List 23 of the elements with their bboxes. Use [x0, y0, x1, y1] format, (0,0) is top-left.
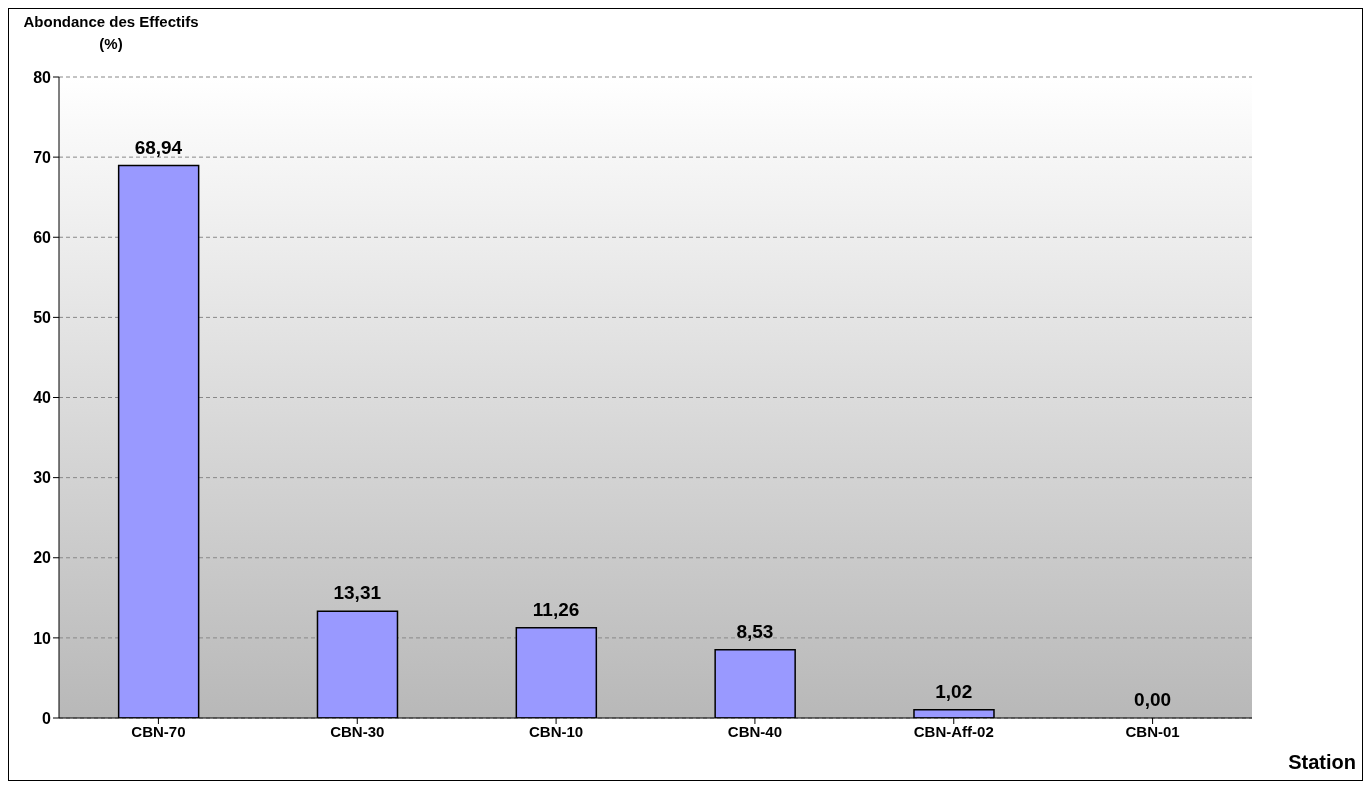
- data-label: 13,31: [333, 582, 382, 604]
- y-tick-label: 0: [42, 709, 52, 727]
- y-tick-label: 50: [33, 309, 52, 327]
- data-label: 8,53: [736, 620, 774, 642]
- x-axis-title: Station: [1288, 751, 1356, 774]
- y-tick-label: 30: [33, 469, 52, 487]
- x-tick-label: CBN-40: [727, 722, 783, 740]
- y-tick-label: 10: [33, 629, 52, 647]
- y-axis-title: Abondance des Effectifs (%): [22, 12, 200, 54]
- y-tick-label: 20: [33, 549, 52, 567]
- y-tick-label: 70: [33, 148, 52, 166]
- x-tick-label: CBN-10: [528, 722, 584, 740]
- data-label: 0,00: [1134, 689, 1172, 710]
- y-tick-label: 60: [33, 228, 52, 246]
- y-tick-label: 80: [33, 68, 52, 86]
- x-tick-label: CBN-Aff-02: [913, 722, 994, 740]
- y-tick-label: 40: [33, 389, 52, 407]
- x-tick-label: CBN-70: [131, 722, 186, 740]
- x-tick-label: CBN-30: [330, 722, 385, 740]
- data-label: 11,26: [532, 598, 580, 620]
- data-label: 1,02: [935, 680, 973, 702]
- x-tick-label: CBN-01: [1125, 722, 1180, 740]
- data-label: 68,94: [134, 136, 183, 158]
